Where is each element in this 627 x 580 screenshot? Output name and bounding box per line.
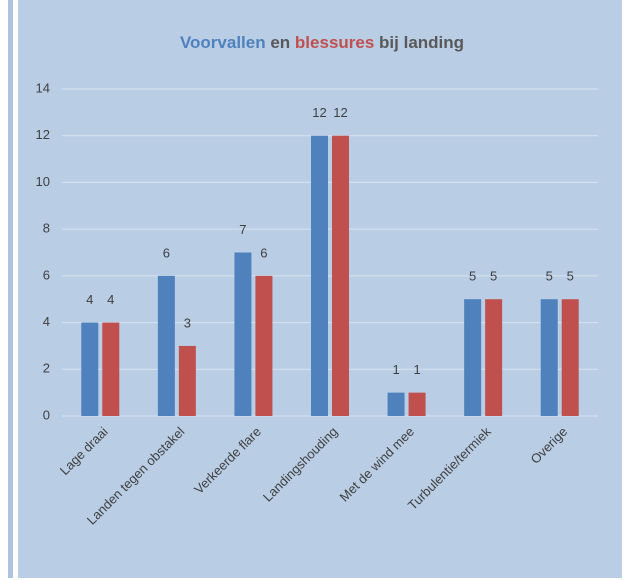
data-label: 1	[413, 362, 420, 377]
chart-title: Voorvallen en blessures bij landing	[180, 33, 464, 52]
bar	[102, 322, 120, 416]
bar	[540, 299, 558, 416]
data-label: 5	[567, 269, 574, 284]
bar	[157, 275, 175, 416]
title-part: Voorvallen	[180, 33, 266, 52]
data-label: 7	[239, 222, 246, 237]
bar	[255, 275, 273, 416]
data-label: 5	[546, 269, 553, 284]
side-strip	[8, 0, 13, 578]
data-label: 5	[469, 269, 476, 284]
data-label: 5	[490, 269, 497, 284]
y-tick-label: 12	[36, 127, 50, 142]
y-tick-label: 4	[43, 314, 50, 329]
bar	[178, 345, 196, 416]
data-label: 3	[184, 315, 191, 330]
bar	[408, 392, 426, 416]
bar	[311, 135, 328, 416]
bar	[485, 299, 503, 416]
bar	[387, 392, 405, 416]
title-part: en	[270, 33, 290, 52]
y-tick-label: 10	[36, 174, 50, 189]
y-tick-label: 6	[43, 267, 50, 282]
bar	[332, 135, 349, 416]
data-label: 12	[312, 105, 326, 120]
bar	[234, 252, 252, 416]
y-tick-label: 0	[43, 407, 50, 422]
bar	[561, 299, 579, 416]
title-part: blessures	[295, 33, 374, 52]
y-tick-label: 2	[43, 361, 50, 376]
bar	[464, 299, 482, 416]
y-tick-label: 14	[36, 80, 50, 95]
title-part: bij landing	[379, 33, 464, 52]
data-label: 12	[333, 105, 347, 120]
data-label: 6	[163, 245, 170, 260]
data-label: 1	[392, 362, 399, 377]
y-tick-label: 8	[43, 221, 50, 236]
data-label: 4	[107, 292, 114, 307]
bar	[81, 322, 99, 416]
data-label: 6	[260, 245, 267, 260]
data-label: 4	[86, 292, 93, 307]
